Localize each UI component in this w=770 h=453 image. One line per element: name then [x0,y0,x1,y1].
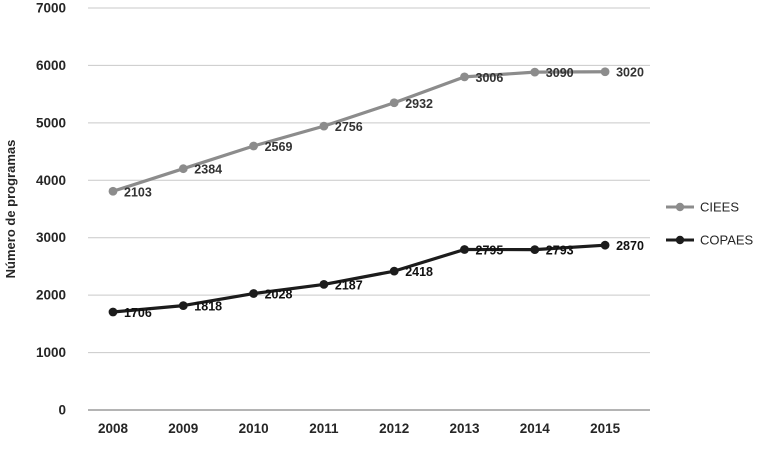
series-copaes: 1706 1818 2028 2187 2418 2795 2793 2870 [108,239,644,320]
series-ciees: 2103 2384 2569 2756 2932 3006 3090 3020 [108,66,644,199]
series-line [111,243,607,314]
data-point [600,240,610,250]
y-tick-label: 0 [58,403,66,418]
legend-label: COPAES [700,233,754,248]
data-point [389,98,399,108]
data-point [600,67,610,77]
data-label: 2384 [194,163,222,177]
data-label: 3006 [476,71,504,85]
data-label: 3090 [546,66,574,80]
x-tick-label: 2011 [309,421,339,436]
data-point [319,121,329,131]
y-tick-label: 5000 [36,115,66,130]
data-point [460,72,469,82]
legend-marker-dot [675,235,685,245]
x-tick-label: 2010 [239,421,269,436]
y-tick-label: 6000 [36,58,66,73]
data-label: 2103 [124,185,152,199]
y-tick-label: 1000 [36,345,66,360]
legend-item-copaes: COPAES [666,233,754,248]
y-tick-label: 4000 [36,173,66,188]
data-label: 1706 [124,306,152,320]
data-point [249,141,258,151]
data-label: 2793 [546,244,574,258]
data-point [178,164,188,174]
data-label: 2028 [265,288,293,302]
series-line [111,70,607,193]
x-tick-label: 2013 [449,421,480,436]
grid-layer [88,7,650,354]
data-label: 2932 [405,97,433,111]
y-tick-label: 2000 [36,288,66,303]
data-point [108,186,118,196]
x-tick-label: 2012 [379,421,409,436]
data-point [178,301,188,310]
axis-layer: 0 1000 2000 3000 4000 5000 6000 7000 2008 2009 201… [36,1,650,436]
y-tick-label: 7000 [36,1,66,16]
data-point [530,67,540,77]
data-label: 2569 [265,140,293,154]
y-axis-title: Número de programas [3,140,18,279]
x-tick-label: 2008 [98,421,129,436]
x-tick-label: 2015 [590,421,621,436]
data-label: 2870 [616,239,644,253]
series-layer: 2103 2384 2569 2756 2932 3006 3090 3020 1706 1818… [108,66,644,320]
data-point [460,245,469,254]
data-point [249,289,258,298]
data-point [108,307,118,317]
legend-marker-dot [675,202,685,212]
x-tick-label: 2014 [520,421,551,436]
data-label: 2187 [335,278,363,292]
data-label: 3020 [616,66,644,80]
x-tick-label: 2009 [168,421,198,436]
legend-item-ciees: CIEES [666,200,739,215]
data-label: 2795 [476,243,504,257]
y-tick-label: 3000 [36,230,66,245]
data-point [389,266,399,276]
data-label: 1818 [194,300,222,314]
data-point [530,245,540,255]
legend: CIEES COPAES [666,200,754,248]
data-label: 2418 [405,265,433,279]
data-point [319,280,329,289]
data-label: 2756 [335,120,363,134]
legend-label: CIEES [700,200,739,215]
